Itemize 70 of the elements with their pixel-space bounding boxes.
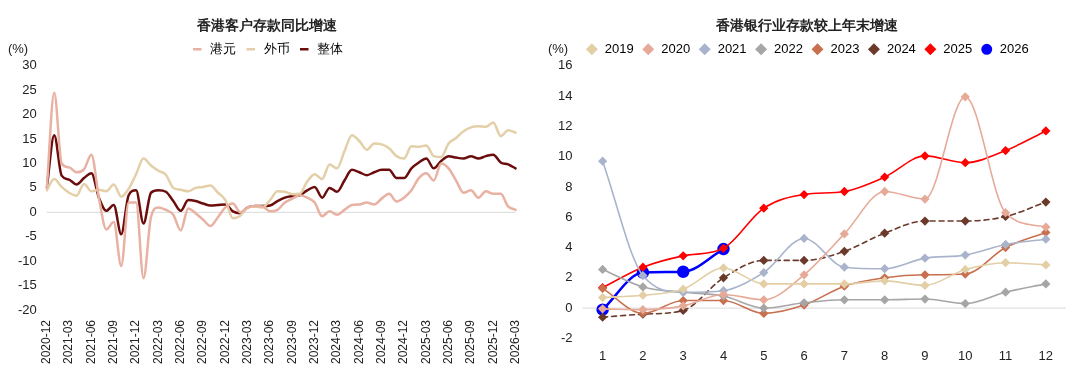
x-tick-label: 2023-06 [262, 319, 277, 365]
legend-label: 2019 [604, 40, 634, 56]
x-tick-label: 12 [1038, 347, 1054, 363]
legend-label: 2024 [886, 40, 916, 56]
x-tick-label: 2024-09 [373, 319, 388, 365]
x-tick-label: 4 [719, 347, 728, 363]
y-tick-label: 4 [565, 239, 573, 255]
x-tick-label: 2021-12 [128, 319, 143, 365]
y-tick-label: 0 [565, 299, 573, 315]
x-tick-label: 2024-06 [351, 319, 366, 365]
legend-label: 2022 [774, 40, 803, 56]
x-tick-label: 2020-12 [39, 319, 54, 365]
x-tick-label: 2026-03 [507, 319, 522, 365]
y-tick-label: -2 [560, 329, 573, 345]
y-tick-label: -10 [17, 252, 37, 268]
legend-label: 港元 [210, 40, 237, 56]
y-tick-label: -5 [25, 228, 37, 244]
y-tick-label: -20 [17, 301, 37, 317]
legend-label: 2020 [661, 40, 691, 56]
y-tick-label: 10 [557, 148, 573, 164]
y-tick-label: 25 [22, 81, 37, 97]
x-tick-label: 3 [679, 347, 687, 363]
chart-title: 香港银行业存款较上年末增速 [715, 17, 899, 34]
y-tick-label: 10 [22, 155, 37, 171]
x-tick-label: 2024-03 [329, 319, 344, 365]
y-tick-label: 2 [565, 269, 573, 285]
x-tick-label: 2021-06 [83, 319, 98, 365]
x-tick-label: 2025-12 [485, 319, 500, 365]
x-tick-label: 2023-12 [306, 319, 321, 365]
x-tick-label: 2021-09 [106, 319, 121, 365]
y-tick-label: 20 [22, 106, 37, 122]
x-tick-label: 2025-06 [440, 319, 455, 365]
legend-label: 2021 [717, 40, 747, 56]
chart-title: 香港客户存款同比增速 [196, 17, 338, 34]
legend-label: 2023 [830, 40, 860, 56]
x-tick-label: 11 [998, 347, 1013, 363]
x-tick-label: 7 [840, 347, 848, 363]
x-tick-label: 6 [800, 347, 808, 363]
x-tick-label: 2023-03 [240, 319, 255, 365]
x-tick-label: 2022-09 [195, 319, 210, 365]
y-tick-label: 30 [22, 57, 37, 73]
y-tick-label: 5 [29, 179, 37, 195]
y-tick-label: 6 [565, 208, 573, 224]
x-tick-label: 2025-09 [463, 319, 478, 365]
y-tick-label: -15 [17, 277, 37, 293]
x-tick-label: 2024-12 [396, 319, 411, 365]
x-tick-label: 2 [639, 347, 647, 363]
y-tick-label: 15 [22, 130, 37, 146]
y-tick-label: 0 [29, 203, 37, 219]
x-tick-label: 5 [760, 347, 768, 363]
y-axis-title: (%) [7, 40, 29, 56]
x-tick-label: 8 [881, 347, 889, 363]
legend-label: 2026 [999, 40, 1029, 56]
y-tick-label: 14 [557, 87, 573, 103]
x-tick-label: 9 [921, 347, 929, 363]
y-tick-label: 8 [565, 178, 573, 194]
x-tick-label: 2022-12 [217, 319, 232, 365]
y-axis-title: (%) [547, 40, 569, 56]
legend-label: 整体 [317, 40, 344, 56]
x-tick-label: 2023-09 [284, 319, 299, 365]
x-tick-label: 1 [598, 347, 607, 363]
x-tick-label: 2022-03 [150, 319, 165, 365]
y-tick-label: 12 [557, 117, 573, 133]
legend-label: 2025 [943, 40, 973, 56]
legend-label: 外币 [263, 40, 290, 56]
y-tick-label: 16 [557, 57, 573, 73]
x-tick-label: 2025-03 [418, 319, 433, 365]
x-tick-label: 10 [958, 347, 973, 363]
x-tick-label: 2022-06 [173, 319, 188, 365]
x-tick-label: 2021-03 [61, 319, 76, 365]
